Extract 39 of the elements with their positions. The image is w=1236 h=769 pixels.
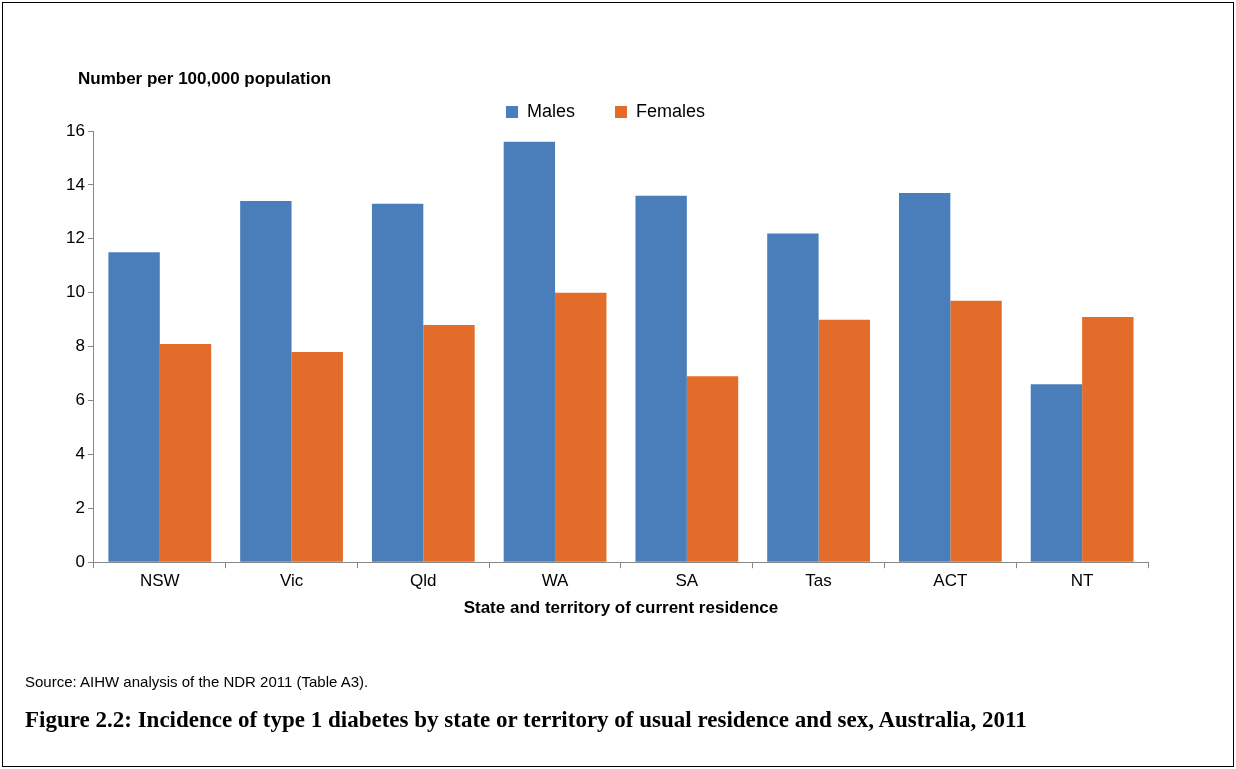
x-tick-label: Vic xyxy=(279,571,304,591)
bar xyxy=(1030,384,1083,562)
y-axis-title: Number per 100,000 population xyxy=(78,69,332,89)
x-tick-label: Tas xyxy=(805,571,832,591)
y-tick-label: 14 xyxy=(65,174,85,194)
y-tick-label: 16 xyxy=(65,120,85,140)
bar xyxy=(767,233,819,562)
bar xyxy=(291,351,343,562)
bar xyxy=(108,252,160,562)
bar xyxy=(686,376,739,562)
x-tick-label: ACT xyxy=(933,571,968,591)
x-tick-label: SA xyxy=(675,571,699,591)
legend-label: Males xyxy=(526,100,575,121)
bar xyxy=(950,300,1002,562)
bar xyxy=(240,201,292,562)
bar xyxy=(503,141,556,562)
bar xyxy=(555,292,607,562)
bar xyxy=(159,343,212,562)
y-tick-label: 10 xyxy=(65,282,85,302)
y-tick-label: 2 xyxy=(75,497,85,517)
legend-label: Females xyxy=(636,100,706,121)
x-tick-label: Qld xyxy=(410,571,437,591)
source-note: Source: AIHW analysis of the NDR 2011 (Table A3). xyxy=(25,673,369,690)
y-tick-label: 4 xyxy=(75,444,85,464)
bar xyxy=(635,195,687,562)
bar xyxy=(371,203,424,562)
bar xyxy=(423,325,475,562)
text: Figure 2.2: Incidence of type 1 diabetes by state or territory of usual residence and sex, Australia, 2011 xyxy=(25,706,1028,734)
y-tick-label: 0 xyxy=(75,551,85,571)
y-tick-label: 6 xyxy=(75,390,85,410)
y-tick-label: 12 xyxy=(65,228,85,248)
bar xyxy=(818,319,870,562)
x-tick-label: NT xyxy=(1070,571,1094,591)
x-tick-label: WA xyxy=(541,571,570,591)
bar xyxy=(1082,316,1134,562)
bar xyxy=(898,192,951,562)
x-tick-label: NSW xyxy=(139,571,180,591)
y-tick-label: 8 xyxy=(75,336,85,356)
x-axis-title: State and territory of current residence xyxy=(463,598,779,618)
